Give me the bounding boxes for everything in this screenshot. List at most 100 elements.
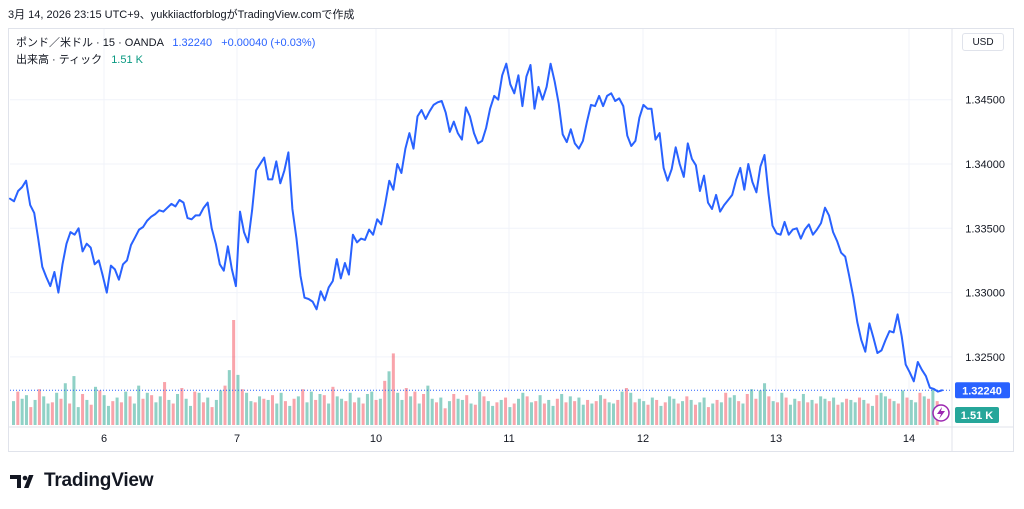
volume-bar: [836, 404, 840, 425]
volume-bar: [98, 390, 102, 425]
volume-bar: [24, 395, 28, 425]
volume-bar: [318, 393, 322, 425]
volume-bar: [154, 402, 158, 425]
x-tick-label: 7: [234, 433, 240, 445]
volume-bar: [435, 402, 439, 425]
volume-legend[interactable]: 出来高 · ティック 1.51 K: [16, 51, 143, 67]
volume-bar: [404, 388, 408, 425]
x-tick-label: 14: [903, 433, 915, 445]
volume-bar: [400, 399, 404, 425]
volume-bar: [206, 397, 210, 425]
volume-bar: [249, 401, 253, 425]
volume-bar: [633, 402, 637, 425]
y-tick-label: 1.33000: [965, 288, 1005, 300]
volume-bar: [870, 405, 874, 425]
volume-bar: [314, 399, 318, 425]
volume-bar: [42, 396, 46, 425]
volume-bar: [918, 392, 922, 425]
time-axis: 6 7 10 11 12 13 14: [8, 426, 1014, 445]
y-tick-label: 1.33500: [965, 223, 1005, 235]
volume-bar: [232, 320, 236, 425]
volume-bar: [391, 353, 395, 425]
volume-bar: [901, 390, 905, 425]
volume-bar: [629, 392, 633, 425]
volume-bar: [832, 397, 836, 425]
volume-bar: [745, 393, 749, 425]
chart-frame[interactable]: [8, 28, 1014, 452]
volume-bar: [616, 399, 620, 425]
volume-bar: [517, 398, 521, 425]
volume-bar: [344, 401, 348, 425]
volume-bar: [754, 398, 758, 425]
axis-tags: 1.32240 1.51 K: [932, 382, 1010, 423]
x-tick-label: 10: [370, 433, 382, 445]
volume-bar: [599, 395, 603, 425]
volume-bar: [176, 393, 180, 425]
volume-bar: [724, 392, 728, 425]
volume-bar: [266, 399, 270, 425]
volume-bar: [676, 403, 680, 425]
volume-bar: [478, 391, 482, 425]
volume-bar: [305, 402, 309, 425]
volume-bar: [85, 399, 89, 425]
volume-bar: [193, 391, 197, 425]
volume-bar: [538, 395, 542, 425]
volume-tag-label: 1.51 K: [961, 410, 993, 422]
volume-bar: [378, 398, 382, 425]
volume-bar: [564, 402, 568, 425]
volume-bar: [659, 405, 663, 425]
volume-bar: [827, 401, 831, 425]
volume-bar: [214, 399, 218, 425]
volume-bar: [33, 399, 37, 425]
logo-text: TradingView: [44, 470, 154, 491]
volume-bar: [443, 408, 447, 425]
tradingview-logo-icon: [10, 475, 34, 488]
volume-bar: [340, 398, 344, 425]
volume-bar: [866, 403, 870, 425]
volume-bar: [508, 407, 512, 425]
volume-bar: [150, 395, 154, 425]
volume-bar: [655, 399, 659, 425]
tradingview-logo[interactable]: TradingView: [10, 470, 154, 492]
volume-bar: [111, 401, 115, 425]
currency-button[interactable]: USD: [962, 33, 1004, 51]
volume-bar: [296, 396, 300, 425]
volume-bar: [927, 398, 931, 425]
volume-bar: [711, 403, 715, 425]
volume-bar: [439, 397, 443, 425]
volume-bar: [547, 399, 551, 425]
symbol-name[interactable]: ポンド／米ドル · 15 · OANDA: [16, 37, 164, 49]
volume-bar: [219, 390, 223, 425]
volume-bar: [525, 396, 529, 425]
volume-bar: [577, 397, 581, 425]
volume-bar: [184, 398, 188, 425]
volume-tag: [955, 407, 999, 423]
volume-bar: [568, 396, 572, 425]
volume-bar: [55, 392, 59, 425]
volume-bar: [106, 405, 110, 425]
volume-bar: [452, 393, 456, 425]
volume-bar: [663, 402, 667, 425]
volume-bar: [650, 397, 654, 425]
volume-bar: [504, 397, 508, 425]
volume-bar: [413, 391, 417, 425]
volume-bar: [689, 399, 693, 425]
volume-bar: [383, 380, 387, 425]
volume-bar: [16, 391, 20, 425]
volume-bar: [668, 396, 672, 425]
volume-bar: [637, 398, 641, 425]
volume-value: 1.51 K: [111, 54, 143, 66]
volume-bar: [72, 376, 76, 425]
volume-bar: [896, 403, 900, 425]
symbol-legend[interactable]: ポンド／米ドル · 15 · OANDA 1.32240 +0.00040 (+…: [16, 34, 315, 50]
volume-bar: [374, 399, 378, 425]
volume-bar: [365, 393, 369, 425]
volume-bar: [357, 397, 361, 425]
volume-bar: [840, 402, 844, 425]
volume-bar: [29, 407, 33, 425]
volume-bar: [914, 402, 918, 425]
volume-bar: [875, 395, 879, 425]
volume-bar: [819, 396, 823, 425]
lightning-icon[interactable]: [932, 404, 950, 422]
